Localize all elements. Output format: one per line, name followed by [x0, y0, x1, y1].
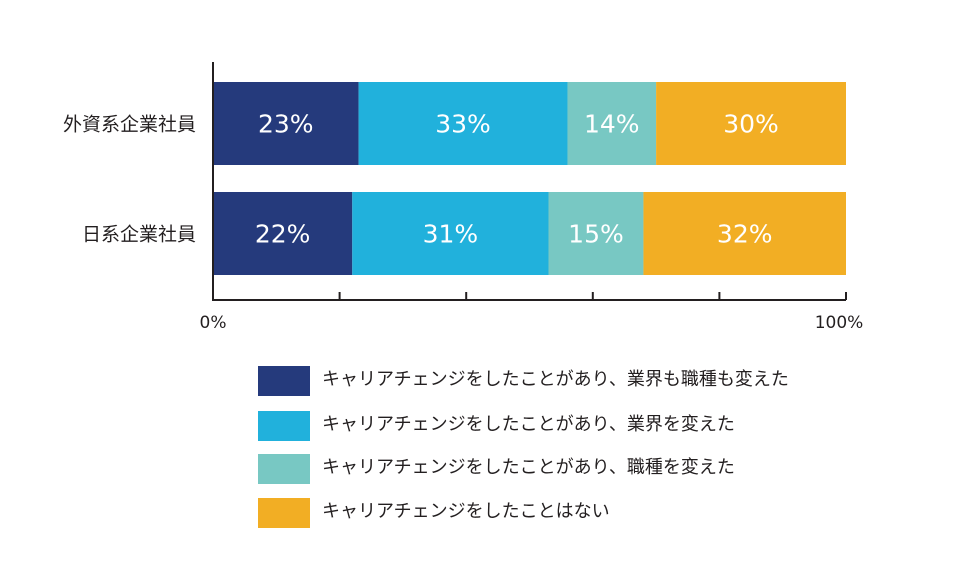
x-tick-labels: 0% 100%: [200, 313, 864, 333]
bar-value-label-1-1: 31%: [423, 220, 479, 249]
bar-segment-1-2: [548, 192, 644, 275]
legend-label-3: キャリアチェンジをしたことはない: [322, 501, 610, 522]
legend-item-3: キャリアチェンジをしたことはない: [258, 498, 898, 528]
bar-value-label-0-2: 14%: [584, 110, 640, 139]
legend-label-1: キャリアチェンジをしたことがあり、業界を変えた: [322, 414, 735, 435]
bar-value-label-0-3: 30%: [723, 110, 779, 139]
legend-item-2: キャリアチェンジをしたことがあり、職種を変えた: [258, 454, 898, 484]
bar-segment-0-2: [567, 82, 657, 165]
bar-value-label-0-1: 33%: [435, 110, 491, 139]
bar-value-label-1-2: 15%: [568, 220, 624, 249]
legend-label-2: キャリアチェンジをしたことがあり、職種を変えた: [322, 457, 735, 478]
bar-value-label-1-0: 22%: [255, 220, 311, 249]
legend-label-0: キャリアチェンジをしたことがあり、業界も職種も変えた: [322, 369, 789, 390]
x-axis-ticks: [338, 292, 847, 300]
bar-labels-group: 23% 33% 14% 30% 22% 31% 15% 32%: [255, 110, 779, 249]
category-label-0: 外資系企業社員: [63, 114, 196, 136]
bar-value-label-1-3: 32%: [717, 220, 773, 249]
legend-swatch-3: [258, 498, 310, 528]
legend-swatch-2: [258, 454, 310, 484]
legend-swatch-0: [258, 366, 310, 396]
bar-segment-0-3: [656, 82, 846, 165]
bar-segment-1-1: [352, 192, 549, 275]
bar-segment-0-1: [358, 82, 568, 165]
bar-segment-1-0: [213, 192, 353, 275]
category-label-1: 日系企業社員: [82, 224, 196, 246]
x-tick-label-max: 100%: [815, 313, 864, 333]
bar-segment-1-3: [643, 192, 846, 275]
legend-item-1: キャリアチェンジをしたことがあり、業界を変えた: [258, 411, 898, 441]
bar-segment-0-0: [213, 82, 359, 165]
x-tick-label-min: 0%: [200, 313, 227, 333]
legend-swatch-1: [258, 411, 310, 441]
bar-value-label-0-0: 23%: [258, 110, 314, 139]
bars-group: [213, 82, 846, 275]
legend-item-0: キャリアチェンジをしたことがあり、業界も職種も変えた: [258, 366, 898, 396]
